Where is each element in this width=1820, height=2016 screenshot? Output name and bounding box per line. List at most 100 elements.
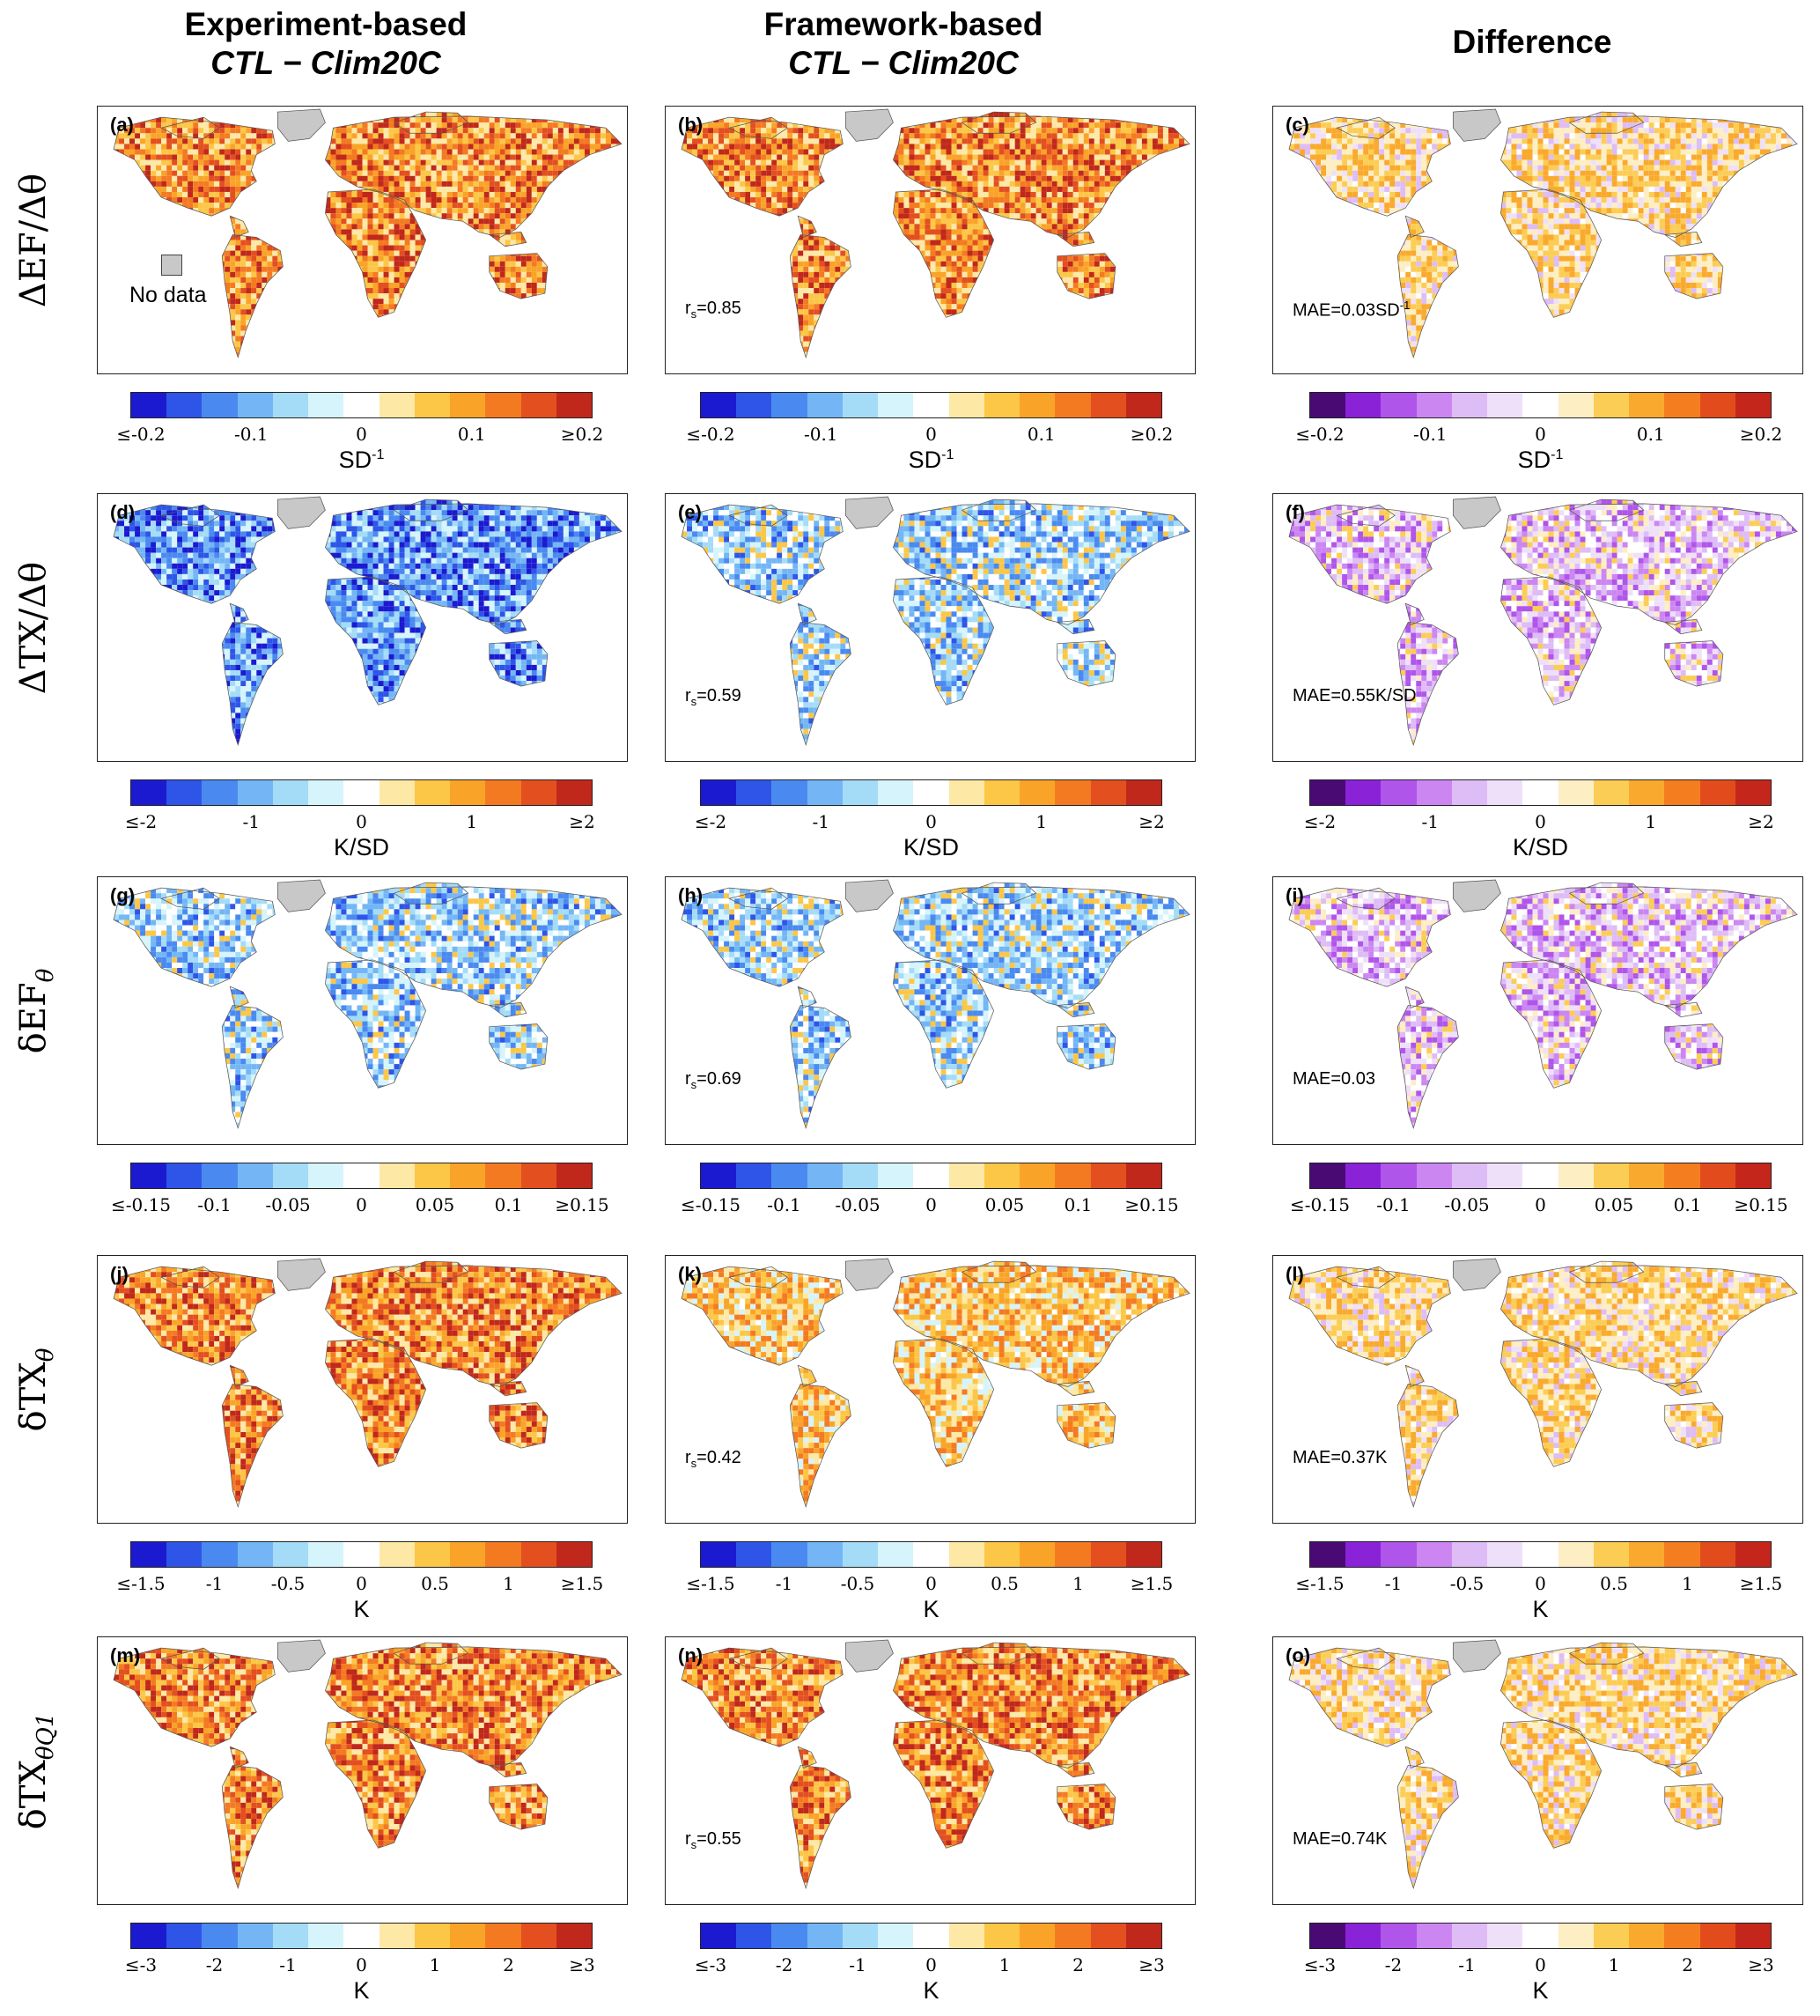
colorbar-swatch — [1558, 780, 1594, 805]
colorbar-swatch — [308, 1542, 343, 1567]
colorbar-swatch — [1594, 1163, 1629, 1188]
colorbar-tick-label: 0.1 — [1028, 424, 1056, 445]
colorbar-swatch — [202, 1163, 237, 1188]
colorbar-swatch — [343, 1163, 379, 1188]
colorbar-swatch — [1417, 780, 1452, 805]
colorbar-tick-label: ≥0.2 — [561, 424, 604, 445]
world-map — [98, 1256, 627, 1523]
colorbar-swatch — [949, 1924, 984, 1948]
colorbar-tick-label: 0 — [356, 1194, 367, 1215]
no-data-legend: No data — [129, 283, 207, 308]
colorbar-tick-label: -2 — [1385, 1954, 1402, 1975]
colorbar-swatch — [1487, 780, 1522, 805]
colorbar-swatch — [1345, 1924, 1381, 1948]
colorbar-swatch — [1381, 393, 1416, 417]
colorbar-swatch — [556, 780, 592, 805]
colorbar-swatch — [556, 1542, 592, 1567]
panel-label: (k) — [678, 1263, 702, 1286]
colorbar-swatch — [1310, 1542, 1345, 1567]
colorbar-swatch — [521, 393, 556, 417]
panel-label: (i) — [1286, 884, 1304, 907]
colorbar-swatch — [1522, 780, 1558, 805]
colorbar-tick-label: ≥1.5 — [561, 1573, 604, 1594]
colorbar-tick-label: 0.1 — [1065, 1194, 1093, 1215]
panel-label: (c) — [1286, 114, 1309, 137]
colorbar-swatch — [1055, 780, 1090, 805]
colorbar-swatch — [379, 1924, 415, 1948]
colorbar-tick-label: -1 — [279, 1954, 296, 1975]
colorbar-swatch — [736, 1924, 771, 1948]
colorbar-tick-label: 1 — [1682, 1573, 1693, 1594]
colorbar-swatch — [485, 1163, 520, 1188]
colorbar-tick-label: -1 — [1458, 1954, 1475, 1975]
colorbar-tick-label: -1 — [849, 1954, 866, 1975]
colorbar-swatch — [1417, 393, 1452, 417]
colorbar-swatch — [1700, 780, 1735, 805]
colorbar-swatch — [450, 1924, 485, 1948]
colorbar — [700, 392, 1162, 418]
panel-statistic: rs=0.42 — [685, 1448, 741, 1470]
colorbar-swatch — [166, 1163, 202, 1188]
colorbar-tick-label: -2 — [776, 1954, 792, 1975]
colorbar-tick-label: 0 — [1535, 1573, 1546, 1594]
colorbar-swatch — [843, 393, 878, 417]
world-map — [666, 1256, 1195, 1523]
colorbar-tick-label: 1 — [999, 1954, 1011, 1975]
colorbar-swatch — [1417, 1542, 1452, 1567]
colorbar-swatch — [1629, 1542, 1664, 1567]
colorbar-swatch — [521, 1924, 556, 1948]
colorbar-swatch — [913, 1163, 948, 1188]
colorbar-swatch — [273, 393, 308, 417]
colorbar-swatch — [1345, 393, 1381, 417]
world-map — [98, 1637, 627, 1904]
colorbar-tick-label: -0.5 — [271, 1573, 306, 1594]
colorbar-swatch — [1381, 780, 1416, 805]
colorbar-swatch — [415, 1542, 450, 1567]
colorbar-swatch — [807, 393, 843, 417]
row-label: δTXθQ1 — [7, 1639, 60, 1903]
colorbar-swatch — [913, 1924, 948, 1948]
colorbar-swatch — [1487, 1924, 1522, 1948]
colorbar-tick-label: ≥2 — [1748, 811, 1773, 832]
colorbar-tick-label: 0 — [356, 1573, 367, 1594]
column-subtitle: CTL − Clim20C — [736, 44, 1071, 83]
map-panel: (i) MAE=0.03 — [1272, 876, 1803, 1145]
colorbar-swatch — [701, 1542, 736, 1567]
map-panel: (j) — [97, 1255, 628, 1524]
colorbar — [700, 1541, 1162, 1568]
colorbar-swatch — [556, 393, 592, 417]
colorbar-swatch — [1452, 780, 1487, 805]
map-grid-cells — [1273, 107, 1802, 373]
colorbar-swatch — [1487, 1542, 1522, 1567]
colorbar-swatch — [556, 1924, 592, 1948]
colorbar-swatch — [1664, 780, 1699, 805]
colorbar-tick-label: ≥1.5 — [1740, 1573, 1783, 1594]
colorbar-tick-label: ≤-0.2 — [116, 424, 165, 445]
row-label: ΔEF/Δθ — [7, 108, 60, 373]
colorbar-swatch — [1594, 1542, 1629, 1567]
colorbar-tick-label: -0.1 — [804, 424, 838, 445]
colorbar-tick-label: 0 — [925, 1194, 937, 1215]
world-map — [98, 877, 627, 1144]
colorbar-swatch — [450, 1163, 485, 1188]
colorbar-tick-label: -0.1 — [767, 1194, 801, 1215]
colorbar-swatch — [1345, 1542, 1381, 1567]
colorbar-swatch — [1594, 780, 1629, 805]
colorbar-swatch — [1020, 393, 1055, 417]
colorbar-tick-label: 1 — [430, 1954, 441, 1975]
colorbar-swatch — [1417, 1163, 1452, 1188]
colorbar — [1309, 1923, 1772, 1949]
colorbar-swatch — [1735, 1542, 1771, 1567]
colorbar-tick-label: -0.05 — [1444, 1194, 1489, 1215]
colorbar-swatch — [878, 1163, 913, 1188]
colorbar-tick-label: -0.5 — [841, 1573, 875, 1594]
colorbar-tick-label: -2 — [206, 1954, 223, 1975]
panel-label: (n) — [678, 1644, 703, 1667]
colorbar-tick-label: 0 — [925, 424, 937, 445]
colorbar-swatch — [308, 1163, 343, 1188]
colorbar-swatch — [202, 1924, 237, 1948]
map-panel: (a) No data — [97, 106, 628, 374]
colorbar-swatch — [984, 1163, 1020, 1188]
colorbar-swatch — [131, 1924, 166, 1948]
colorbar-tick-label: ≤-2 — [1304, 811, 1336, 832]
